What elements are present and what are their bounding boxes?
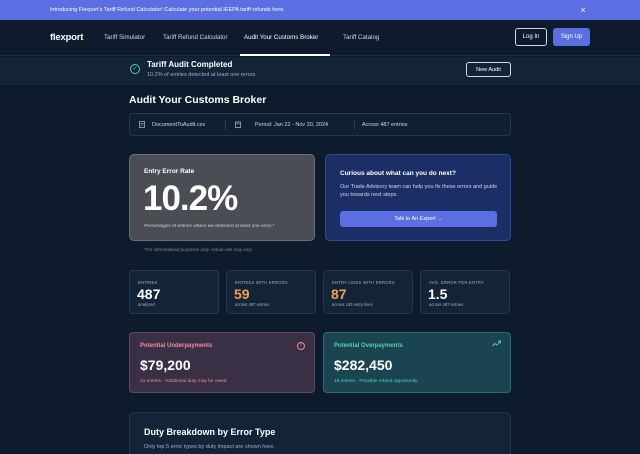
underpayments-value: $79,200	[140, 357, 191, 373]
announcement-banner: Introducing Flexport's Tariff Refund Cal…	[0, 0, 640, 20]
error-rate-description: Percentages of entries where we detected…	[144, 224, 275, 229]
duty-breakdown-card: Duty Breakdown by Error Type Only top 5 …	[129, 412, 511, 454]
nav-audit-customs-broker[interactable]: Audit Your Customs Broker	[244, 34, 319, 41]
nav-tariff-simulator[interactable]: Tariff Simulator	[104, 34, 146, 41]
stat-card-entry-lines-with-errors: ENTRY LINES WITH ERRORS 87 across 183 en…	[323, 270, 413, 314]
page-title: Audit Your Customs Broker	[129, 94, 267, 106]
close-icon[interactable]: ×	[580, 5, 586, 15]
active-tab-indicator	[240, 54, 330, 56]
audit-status-strip	[0, 57, 640, 85]
nav-tariff-refund-calculator[interactable]: Tariff Refund Calculator	[163, 34, 228, 41]
nav-tariff-catalog[interactable]: Tariff Catalog	[343, 34, 380, 41]
stat-sub: across 487 entries	[429, 302, 464, 307]
status-title: Tariff Audit Completed	[147, 60, 233, 69]
login-button[interactable]: Log In	[515, 28, 547, 46]
new-audit-button[interactable]: New Audit	[466, 62, 511, 77]
stat-card-entries-with-errors: ENTRIES WITH ERRORS 59 across 487 entrie…	[226, 270, 316, 314]
flexport-logo[interactable]: flexport	[50, 32, 84, 43]
stat-value: 87	[331, 286, 347, 302]
stat-sub: analyzed	[138, 302, 155, 307]
stat-value: 487	[137, 286, 161, 302]
error-rate-label: Entry Error Rate	[144, 168, 195, 175]
underpayments-title: Potential Underpayments	[140, 343, 213, 349]
potential-overpayments-card: Potential Overpayments $282,450 18 entri…	[323, 332, 511, 393]
next-steps-card: Curious about what can you do next? Our …	[325, 154, 511, 241]
overpayments-sub: 18 entries · Possible refund opportunity	[334, 379, 418, 384]
period-text: Period: Jan 22 - Nov 30, 2024	[255, 122, 329, 128]
stat-sub: across 487 entries	[235, 302, 270, 307]
file-name: DocumentToAudit.csv	[152, 122, 206, 128]
entry-error-rate-card: Entry Error Rate 10.2% Percentages of en…	[129, 154, 315, 241]
trend-up-icon	[492, 340, 501, 349]
talk-to-expert-button[interactable]: Talk to An Expert →	[340, 211, 497, 227]
duty-breakdown-title: Duty Breakdown by Error Type	[144, 427, 276, 437]
divider	[354, 120, 355, 130]
file-info-bar: DocumentToAudit.csv Period: Jan 22 - Nov…	[129, 113, 511, 136]
overpayments-title: Potential Overpayments	[334, 343, 403, 349]
info-circle-icon[interactable]: !	[297, 342, 305, 350]
potential-underpayments-card: Potential Underpayments ! $79,200 41 ent…	[129, 332, 315, 393]
calendar-icon	[235, 121, 241, 128]
entries-count-text: Across 487 entries	[362, 122, 408, 128]
stat-label: ENTRIES WITH ERRORS	[235, 280, 288, 285]
top-nav: flexport Tariff Simulator Tariff Refund …	[0, 20, 640, 56]
stat-sub: across 183 entry lines	[332, 302, 373, 307]
stat-card-entries: ENTRIES 487 analyzed	[129, 270, 219, 314]
underpayments-sub: 41 entries · Additional duty may be owed	[140, 379, 227, 384]
status-subtitle: 10.2% of entries detected at least one e…	[147, 72, 257, 78]
signup-button[interactable]: Sign Up	[553, 28, 590, 46]
stat-label: ENTRIES	[138, 280, 158, 285]
duty-breakdown-subtitle: Only top 5 error types by duty impact ar…	[144, 444, 275, 450]
error-rate-value: 10.2%	[143, 179, 238, 218]
banner-text[interactable]: Introducing Flexport's Tariff Refund Cal…	[50, 7, 285, 13]
stat-value: 1.5	[428, 286, 448, 302]
stat-label: ENTRY LINES WITH ERRORS	[332, 280, 395, 285]
document-icon	[139, 121, 145, 128]
disclaimer-text: *For informational purposes only. Actual…	[144, 247, 253, 252]
overpayments-value: $282,450	[334, 357, 393, 373]
next-steps-description: Our Trade Advisory team can help you fix…	[340, 184, 498, 198]
stat-value: 59	[234, 286, 250, 302]
next-steps-title: Curious about what can you do next?	[340, 170, 456, 177]
check-circle-icon: ✓	[130, 64, 140, 74]
stat-label: AVG. ERROR PER ENTRY	[429, 280, 485, 285]
stat-card-avg-error: AVG. ERROR PER ENTRY 1.5 across 487 entr…	[420, 270, 510, 314]
divider	[225, 120, 226, 130]
